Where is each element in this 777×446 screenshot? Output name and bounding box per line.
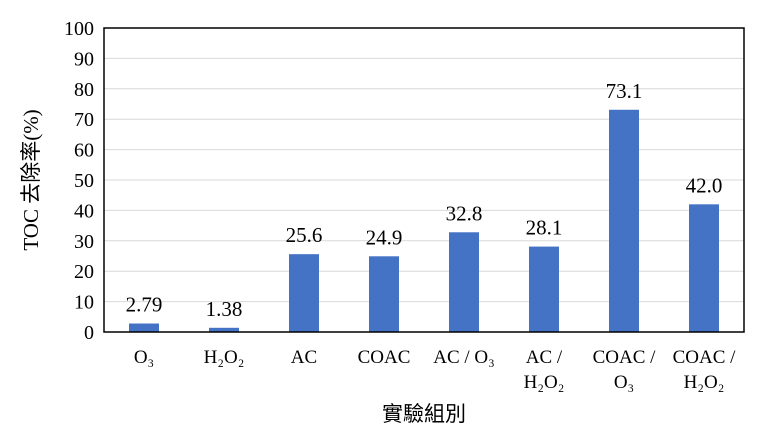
category-label: COAC /: [593, 347, 657, 368]
y-tick-labels: 0 10 20 30 40 50 60 70 80 90 100: [64, 18, 94, 344]
data-label: 73.1: [606, 79, 643, 103]
y-tick-label: 40: [74, 200, 94, 222]
bar: [689, 204, 719, 332]
bar: [449, 232, 479, 332]
y-tick-label: 0: [84, 322, 94, 344]
y-tick-label: 70: [74, 109, 94, 131]
y-tick-label: 80: [74, 79, 94, 101]
bar: [289, 254, 319, 332]
category-label: AC: [291, 347, 317, 368]
category-label: AC / O₃: [433, 347, 495, 368]
bar: [529, 246, 559, 332]
y-axis-title: TOC 去除率(%): [19, 109, 43, 250]
y-tick-label: 10: [74, 292, 94, 314]
category-labels: O₃ H₂O₂ AC COAC AC / O₃ AC / H₂O₂ COAC / O₃ COAC …: [134, 347, 736, 393]
data-label: 28.1: [526, 216, 563, 240]
data-label: 25.6: [286, 223, 323, 247]
bar: [209, 327, 239, 332]
data-label: 24.9: [366, 225, 403, 249]
category-label: COAC /: [673, 347, 737, 368]
y-tick-label: 30: [74, 231, 94, 253]
y-tick-label: 90: [74, 48, 94, 70]
y-tick-label: 20: [74, 261, 94, 283]
bars: [129, 109, 719, 332]
plot-area-frame: [103, 27, 745, 333]
category-label: H₂O₂: [524, 372, 565, 393]
category-label: H₂O₂: [204, 347, 245, 368]
category-label: COAC: [358, 347, 411, 368]
data-label: 1.38: [206, 297, 243, 321]
data-label: 2.79: [126, 293, 163, 317]
gridlines: [104, 57, 744, 303]
bar: [609, 109, 639, 332]
data-label: 32.8: [446, 201, 483, 225]
data-label: 42.0: [686, 173, 723, 197]
y-tick-label: 60: [74, 140, 94, 162]
data-labels: 2.79 1.38 25.6 24.9 32.8 28.1 73.1 42.0: [126, 79, 723, 321]
y-tick-label: 100: [64, 18, 94, 40]
bar: [369, 256, 399, 332]
y-tick-label: 50: [74, 170, 94, 192]
x-axis-title: 實驗組別: [382, 402, 466, 426]
category-label: H₂O₂: [684, 372, 725, 393]
bar: [129, 323, 159, 332]
category-label: O₃: [134, 347, 154, 368]
category-label: O₃: [614, 372, 634, 393]
category-label: AC /: [526, 347, 563, 368]
